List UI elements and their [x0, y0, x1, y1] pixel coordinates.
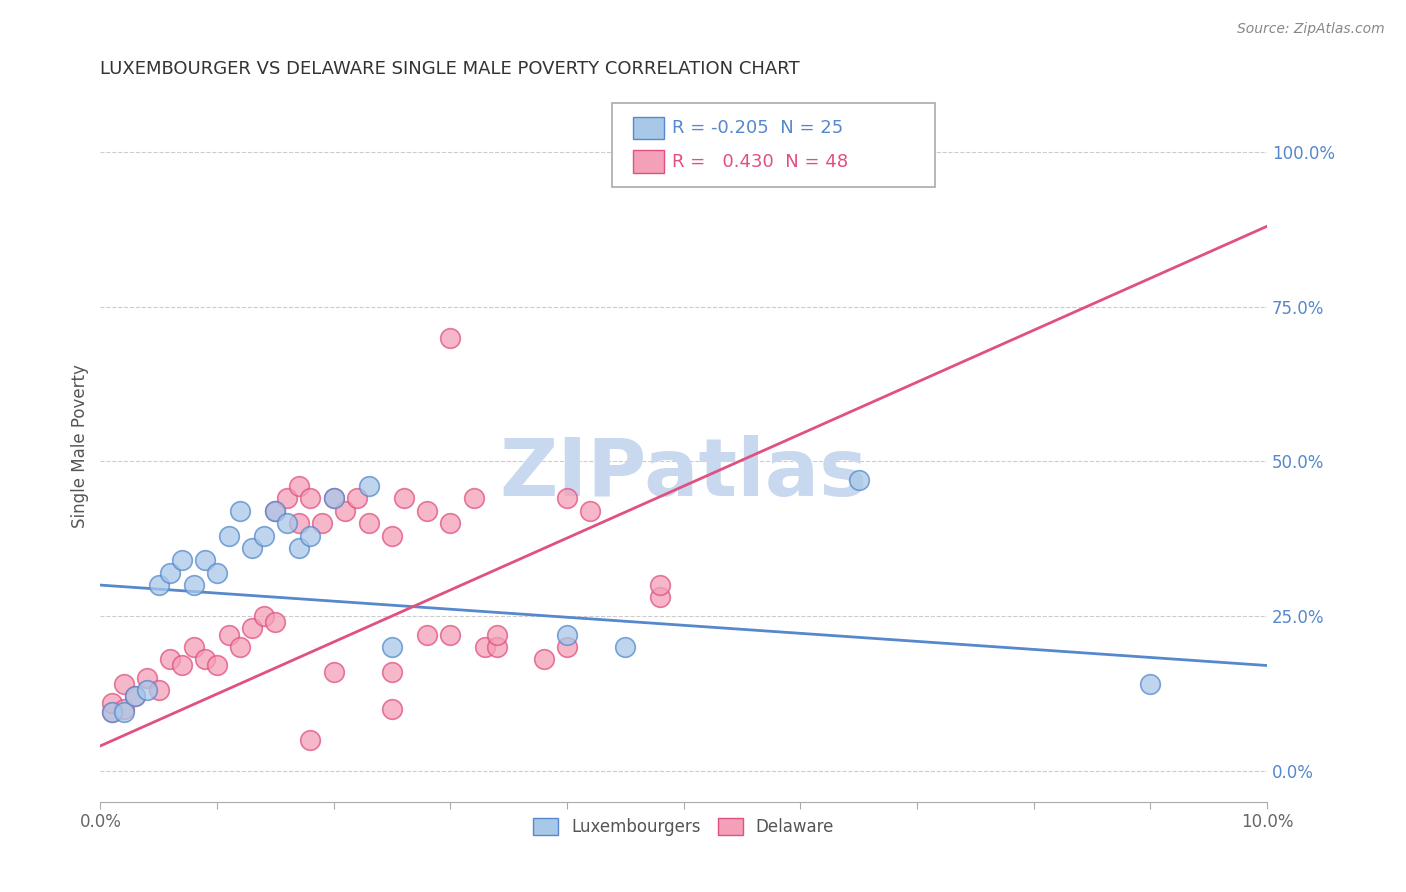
Legend: Luxembourgers, Delaware: Luxembourgers, Delaware	[526, 812, 841, 843]
Point	[183, 640, 205, 654]
Point	[357, 516, 380, 531]
Point	[287, 479, 309, 493]
Point	[124, 690, 146, 704]
Point	[112, 677, 135, 691]
Point	[579, 504, 602, 518]
Point	[287, 541, 309, 555]
Point	[101, 705, 124, 719]
Point	[346, 491, 368, 506]
Point	[276, 491, 298, 506]
Point	[159, 566, 181, 580]
Point	[650, 578, 672, 592]
Point	[650, 591, 672, 605]
Point	[555, 491, 578, 506]
Point	[194, 553, 217, 567]
Point	[485, 627, 508, 641]
Point	[205, 566, 228, 580]
Point	[124, 690, 146, 704]
Point	[439, 516, 461, 531]
Point	[485, 640, 508, 654]
Point	[218, 627, 240, 641]
Point	[357, 479, 380, 493]
Point	[463, 491, 485, 506]
Point	[555, 640, 578, 654]
Point	[240, 621, 263, 635]
Point	[264, 504, 287, 518]
Point	[322, 491, 344, 506]
Point	[392, 491, 415, 506]
Point	[439, 331, 461, 345]
Point	[159, 652, 181, 666]
Point	[170, 553, 193, 567]
Point	[101, 696, 124, 710]
Point	[322, 491, 344, 506]
Point	[183, 578, 205, 592]
Point	[194, 652, 217, 666]
Point	[205, 658, 228, 673]
Point	[264, 504, 287, 518]
Point	[474, 640, 496, 654]
Point	[229, 504, 252, 518]
Point	[335, 504, 357, 518]
Point	[148, 683, 170, 698]
Point	[299, 528, 322, 542]
Point	[381, 640, 404, 654]
Point	[416, 504, 439, 518]
Point	[287, 516, 309, 531]
Point	[311, 516, 333, 531]
Point	[416, 627, 439, 641]
Point	[322, 665, 344, 679]
Point	[299, 491, 322, 506]
Point	[218, 528, 240, 542]
Point	[240, 541, 263, 555]
Point	[1139, 677, 1161, 691]
Point	[229, 640, 252, 654]
Point	[381, 528, 404, 542]
Point	[112, 705, 135, 719]
Text: R =   0.430  N = 48: R = 0.430 N = 48	[672, 153, 848, 170]
Text: R = -0.205  N = 25: R = -0.205 N = 25	[672, 120, 844, 137]
Point	[253, 609, 276, 624]
Point	[112, 702, 135, 716]
Point	[276, 516, 298, 531]
Point	[381, 702, 404, 716]
Text: Source: ZipAtlas.com: Source: ZipAtlas.com	[1237, 22, 1385, 37]
Point	[148, 578, 170, 592]
Point	[848, 473, 870, 487]
Point	[136, 671, 159, 685]
Point	[253, 528, 276, 542]
Text: ZIPatlas: ZIPatlas	[499, 435, 868, 514]
Point	[533, 652, 555, 666]
Text: LUXEMBOURGER VS DELAWARE SINGLE MALE POVERTY CORRELATION CHART: LUXEMBOURGER VS DELAWARE SINGLE MALE POV…	[100, 60, 800, 78]
Point	[439, 627, 461, 641]
Point	[299, 732, 322, 747]
Point	[264, 615, 287, 630]
Point	[136, 683, 159, 698]
Point	[614, 640, 637, 654]
Point	[381, 665, 404, 679]
Y-axis label: Single Male Poverty: Single Male Poverty	[72, 364, 89, 528]
Point	[101, 705, 124, 719]
Point	[555, 627, 578, 641]
Point	[170, 658, 193, 673]
